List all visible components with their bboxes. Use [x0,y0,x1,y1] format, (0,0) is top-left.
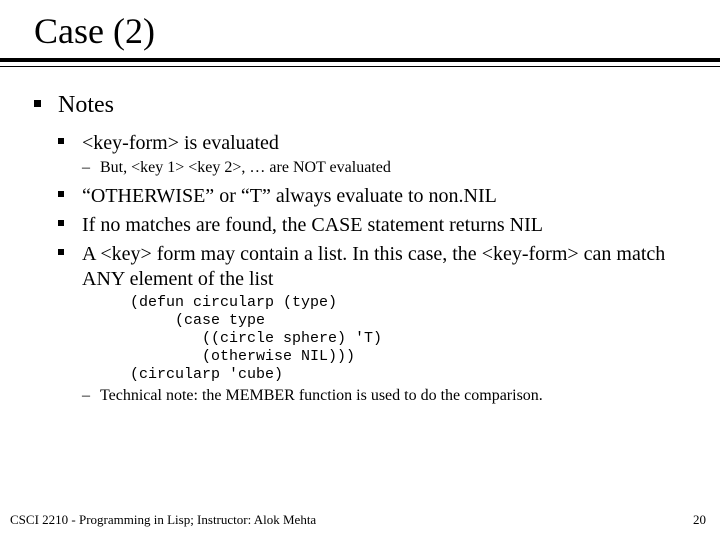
square-bullet-icon [34,100,41,107]
footer-left: CSCI 2210 - Programming in Lisp; Instruc… [10,512,316,528]
code-and-note: (defun circularp (type) (case type ((cir… [82,294,696,406]
square-bullet-icon [58,191,64,197]
item-text: A <key> form may contain a list. In this… [82,243,665,290]
dash-icon: – [82,158,90,178]
notes-heading: Notes [34,92,696,119]
title-underline-thick [0,58,720,62]
notes-label: Notes [58,92,114,118]
square-bullet-icon [58,138,64,144]
item-text: <key-form> is evaluated [82,132,279,154]
item-text: If no matches are found, the CASE statem… [82,214,543,236]
item-text: “OTHERWISE” or “T” always evaluate to no… [82,185,497,207]
sub-item-text: Technical note: the MEMBER function is u… [100,387,543,404]
list-item: <key-form> is evaluated [58,131,696,156]
list-item: “OTHERWISE” or “T” always evaluate to no… [58,184,696,209]
slide: Case (2) Notes <key-form> is evaluated –… [0,0,720,540]
sub-item: – Technical note: the MEMBER function is… [82,386,696,406]
dash-icon: – [82,386,90,406]
slide-title: Case (2) [34,10,155,52]
sub-list: – But, <key 1> <key 2>, … are NOT evalua… [82,158,696,178]
square-bullet-icon [58,249,64,255]
sub-item: – But, <key 1> <key 2>, … are NOT evalua… [82,158,696,178]
list-item: A <key> form may contain a list. In this… [58,242,696,292]
page-number: 20 [693,512,706,528]
list-item: If no matches are found, the CASE statem… [58,213,696,238]
code-block: (defun circularp (type) (case type ((cir… [130,294,696,384]
sub-item-text: But, <key 1> <key 2>, … are NOT evaluate… [100,159,391,176]
square-bullet-icon [58,220,64,226]
title-underline-thin [0,66,720,67]
content-area: Notes <key-form> is evaluated – But, <ke… [34,92,696,412]
notes-list: <key-form> is evaluated – But, <key 1> <… [58,131,696,406]
